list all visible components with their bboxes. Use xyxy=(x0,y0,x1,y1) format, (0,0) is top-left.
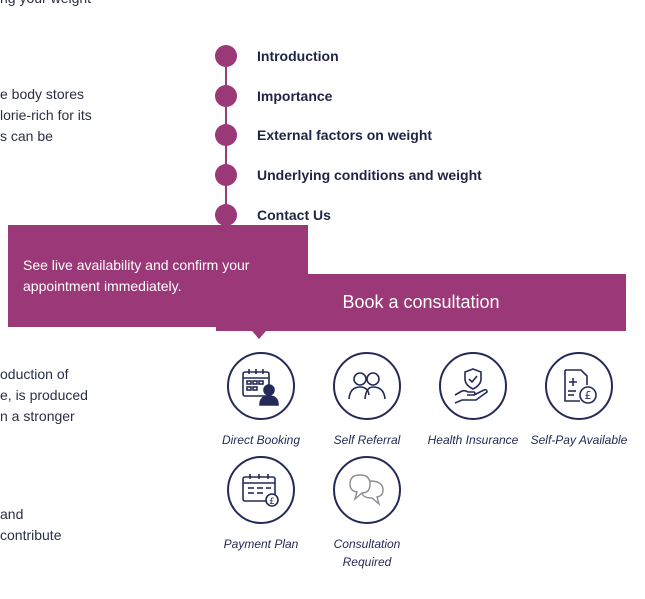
service-label: Health Insurance xyxy=(427,433,519,447)
service-self-pay[interactable]: £ Self-Pay Available xyxy=(526,352,632,449)
timeline-dot xyxy=(215,45,237,67)
article-text-fragment: oduction of xyxy=(0,366,69,382)
service-direct-booking[interactable]: Direct Booking xyxy=(208,352,314,449)
article-text-fragment: e body stores xyxy=(0,86,85,102)
nav-item-introduction[interactable]: Introduction xyxy=(213,44,339,68)
hand-shield-icon xyxy=(439,352,507,420)
calendar-pound-icon: £ xyxy=(227,456,295,524)
article-text-fragment: ng your weight xyxy=(0,0,91,8)
service-payment-plan[interactable]: £ Payment Plan xyxy=(208,456,314,553)
nav-item-label: Underlying conditions and weight xyxy=(257,167,482,183)
service-label: Self-Pay Available xyxy=(530,433,628,447)
tooltip-pointer xyxy=(252,331,266,339)
service-health-insurance[interactable]: Health Insurance xyxy=(420,352,526,449)
speech-bubbles-icon xyxy=(333,456,401,524)
article-text-fragment: and xyxy=(0,506,24,522)
nav-item-external-factors[interactable]: External factors on weight xyxy=(213,123,432,147)
nav-item-importance[interactable]: Importance xyxy=(213,84,332,108)
nav-item-label: Importance xyxy=(257,88,333,104)
svg-text:£: £ xyxy=(585,389,592,402)
svg-text:£: £ xyxy=(269,497,275,507)
page-section-nav: Introduction Importance External factors… xyxy=(213,44,553,229)
service-consultation-required[interactable]: Consultation Required xyxy=(314,456,420,571)
nav-item-underlying-conditions[interactable]: Underlying conditions and weight xyxy=(213,163,482,187)
service-label: Direct Booking xyxy=(221,433,301,447)
timeline-dot xyxy=(215,124,237,146)
service-label: Consultation Required xyxy=(333,537,401,569)
nav-item-contact-us[interactable]: Contact Us xyxy=(213,203,331,227)
nav-item-label: Contact Us xyxy=(257,207,331,223)
article-text-fragment: contribute xyxy=(0,527,62,543)
service-self-referral[interactable]: Self Referral xyxy=(314,352,420,449)
article-text-fragment: lorie-rich for its xyxy=(0,107,92,123)
people-icon xyxy=(333,352,401,420)
calendar-person-icon xyxy=(227,352,295,420)
tooltip-text: See live availability and confirm your a… xyxy=(23,257,250,294)
article-text-fragment: n a stronger xyxy=(0,408,75,424)
service-label: Payment Plan xyxy=(223,537,299,551)
service-label: Self Referral xyxy=(333,433,401,447)
direct-booking-tooltip: See live availability and confirm your a… xyxy=(8,225,308,327)
document-pound-icon: £ xyxy=(545,352,613,420)
timeline-dot xyxy=(215,85,237,107)
article-text-fragment: s can be xyxy=(0,128,53,144)
nav-item-label: Introduction xyxy=(257,48,339,64)
timeline-dot xyxy=(215,204,237,226)
book-consultation-label: Book a consultation xyxy=(342,292,500,312)
timeline-dot xyxy=(215,164,237,186)
nav-item-label: External factors on weight xyxy=(257,127,433,143)
article-text-fragment: e, is produced xyxy=(0,387,88,403)
